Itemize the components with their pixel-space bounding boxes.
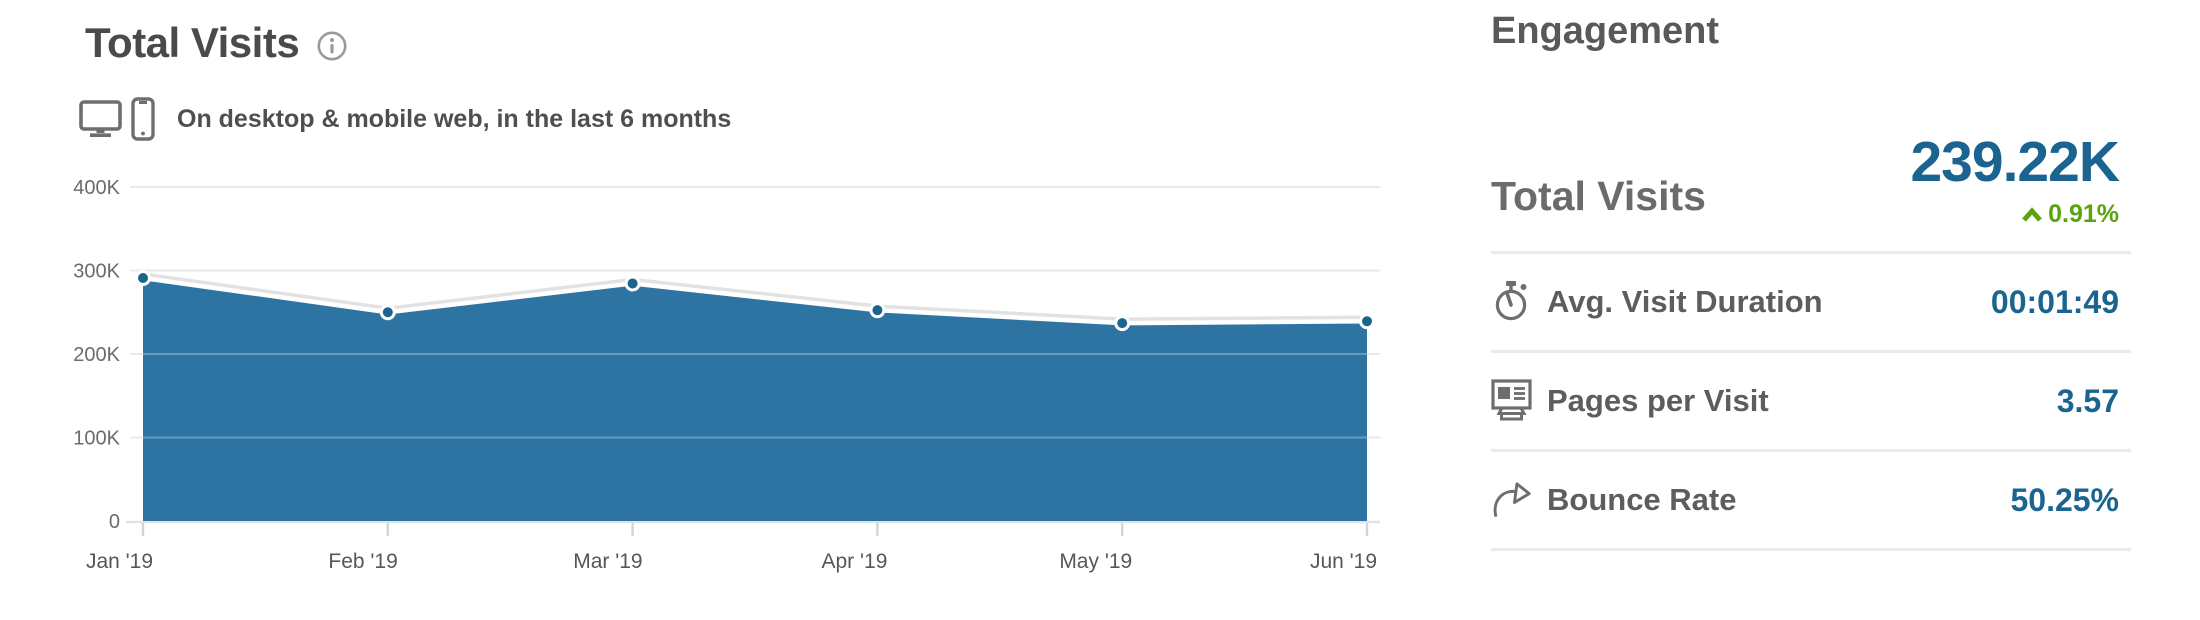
change-indicator: 0.91%: [1910, 202, 2119, 227]
metric-row-pages-per-visit: Pages per Visit 3.57: [1491, 353, 2131, 452]
svg-text:100K: 100K: [73, 428, 120, 450]
metric-label: Avg. Visit Duration: [1547, 284, 1823, 319]
chart-title: Total Visits: [85, 19, 300, 66]
svg-text:Jun '19: Jun '19: [1310, 550, 1377, 573]
data-point[interactable]: [379, 304, 396, 321]
engagement-panel: Engagement Total Visits 239.22K 0.91%: [1491, 0, 2131, 620]
total-visits-metric: Total Visits 239.22K 0.91%: [1491, 134, 2131, 227]
y-axis-labels: 0 100K 200K 300K 400K: [73, 177, 120, 533]
svg-text:May '19: May '19: [1059, 550, 1132, 573]
metric-label: Bounce Rate: [1547, 482, 1737, 517]
data-point[interactable]: [624, 275, 641, 292]
svg-text:400K: 400K: [73, 177, 120, 199]
engagement-metric-list: Avg. Visit Duration 00:01:49 Pages per: [1491, 251, 2131, 551]
mobile-icon: [131, 97, 155, 141]
data-point[interactable]: [1114, 315, 1131, 332]
data-point[interactable]: [135, 270, 151, 287]
metric-label: Pages per Visit: [1547, 383, 1769, 418]
x-axis-labels: Jan '19 Feb '19 Mar '19 Apr '19 May '19 Jun '…: [86, 550, 1377, 573]
trend-line: [140, 275, 1370, 326]
data-points: [135, 270, 1375, 332]
svg-text:200K: 200K: [73, 344, 120, 366]
chart-subtitle: On desktop & mobile web, in the last 6 m…: [177, 104, 732, 133]
total-visits-area-chart[interactable]: 0 100K 200K 300K 400K Jan '19 Feb '19 Mar '19 Ap…: [0, 0, 1450, 620]
engagement-title: Engagement: [1491, 10, 1720, 52]
data-point[interactable]: [869, 302, 886, 319]
pages-icon: [1491, 379, 1537, 423]
svg-text:Apr '19: Apr '19: [822, 550, 888, 573]
metric-row-bounce-rate: Bounce Rate 50.25%: [1491, 452, 2131, 551]
chart-header: Total Visits: [85, 22, 348, 64]
primary-metric-label: Total Visits: [1491, 173, 1706, 219]
metric-row-avg-visit-duration: Avg. Visit Duration 00:01:49: [1491, 251, 2131, 353]
caret-up-icon: [2021, 206, 2043, 223]
bounce-arrow-icon: [1491, 479, 1537, 521]
change-value: 0.91%: [2048, 200, 2119, 228]
chart-subtitle-row: On desktop & mobile web, in the last 6 m…: [79, 97, 731, 141]
area-fill: [143, 278, 1367, 521]
svg-text:Jan '19: Jan '19: [86, 550, 153, 573]
data-point[interactable]: [1359, 313, 1375, 330]
metric-value: 00:01:49: [1990, 283, 2119, 320]
metric-value: 3.57: [2056, 382, 2119, 419]
x-ticks: [141, 523, 1369, 536]
desktop-icon: [79, 99, 122, 139]
svg-text:0: 0: [109, 511, 120, 533]
svg-text:Mar '19: Mar '19: [573, 550, 642, 573]
y-gridlines: [130, 186, 1380, 439]
svg-text:Feb '19: Feb '19: [328, 550, 397, 573]
metric-value: 50.25%: [2010, 481, 2119, 518]
info-icon[interactable]: [316, 30, 348, 62]
svg-text:300K: 300K: [73, 261, 120, 283]
primary-metric-value-block: 239.22K 0.91%: [1910, 134, 2131, 227]
primary-metric-value: 239.22K: [1910, 130, 2120, 194]
stopwatch-icon: [1491, 280, 1537, 324]
trend-line-shadow: [140, 272, 1370, 323]
